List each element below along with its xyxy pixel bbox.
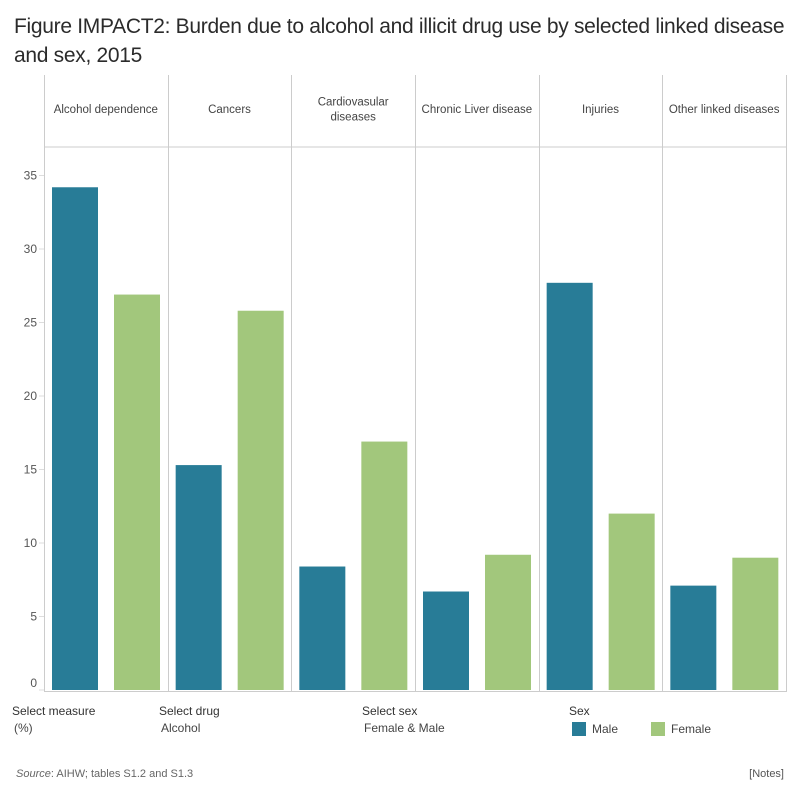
category-header-label: diseases: [330, 112, 376, 124]
select-sex-value[interactable]: Female & Male: [364, 721, 445, 735]
category-header-label: Cancers: [208, 104, 251, 116]
select-sex-control[interactable]: Select sex Female & Male: [362, 704, 445, 736]
source-note: Source: AIHW; tables S1.2 and S1.3: [16, 768, 193, 780]
category-header-label: Injuries: [582, 104, 619, 116]
bar-female: [361, 441, 408, 690]
legend-swatch-male: [572, 722, 586, 736]
select-measure-value[interactable]: (%): [14, 721, 33, 735]
legend-title: Sex: [569, 704, 590, 718]
source-label: Source: [16, 768, 51, 780]
chart-title: Figure IMPACT2: Burden due to alcohol an…: [14, 15, 785, 67]
category-header-label: Other linked diseases: [669, 104, 780, 116]
select-sex-label: Select sex: [362, 704, 418, 718]
bar-chart: 0 5 10 15 20 25 30 35 Alcohol dependence Cancers C…: [24, 75, 787, 692]
bar-male: [546, 282, 593, 690]
y-tick-label: 30: [24, 242, 38, 256]
y-tick-label: 5: [30, 610, 37, 624]
category-header-label: Cardiovasular: [318, 97, 389, 109]
y-tick-label: 0: [30, 676, 37, 690]
y-tick-label: 20: [24, 389, 38, 403]
bar-male: [423, 591, 469, 690]
bar-female: [608, 513, 655, 690]
legend-label-male: Male: [592, 722, 619, 736]
bar-male: [175, 465, 222, 690]
bar-male: [299, 566, 346, 690]
select-drug-label: Select drug: [159, 704, 220, 718]
y-tick-label: 15: [24, 463, 38, 477]
select-drug-control[interactable]: Select drug Alcohol: [159, 704, 220, 736]
notes-link[interactable]: [Notes]: [749, 768, 784, 780]
legend-swatch-female: [651, 722, 665, 736]
bar-female: [485, 554, 531, 690]
category-header-label: Alcohol dependence: [54, 104, 158, 116]
bar-male: [52, 187, 98, 690]
category-header-label: Chronic Liver disease: [422, 104, 533, 116]
bar-female: [237, 310, 284, 690]
bar-female: [114, 294, 160, 690]
y-tick-label: 35: [24, 169, 38, 183]
bar-female: [732, 557, 779, 690]
legend-label-female: Female: [671, 722, 712, 736]
legend-item-female[interactable]: Female: [651, 722, 711, 736]
y-tick-label: 25: [24, 316, 38, 330]
select-measure-label: Select measure: [12, 704, 96, 718]
source-text: : AIHW; tables S1.2 and S1.3: [50, 768, 194, 780]
select-drug-value[interactable]: Alcohol: [161, 721, 201, 735]
y-tick-label: 10: [24, 536, 38, 550]
select-measure-control[interactable]: Select measure (%): [12, 704, 95, 736]
legend-item-male[interactable]: Male: [572, 722, 618, 736]
bar-male: [670, 585, 717, 690]
